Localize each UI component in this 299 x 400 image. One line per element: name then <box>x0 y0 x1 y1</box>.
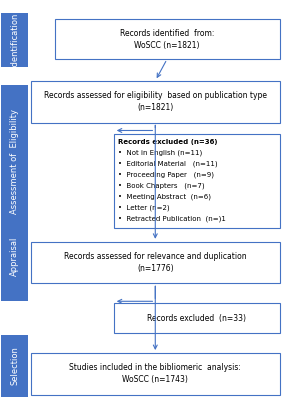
FancyBboxPatch shape <box>1 335 28 397</box>
Text: Records assessed for eligibility  based on publication type
(n=1821): Records assessed for eligibility based o… <box>44 91 267 112</box>
Text: •  Retracted Publication  (n=)1: • Retracted Publication (n=)1 <box>118 216 226 222</box>
Text: Assessment of  Eligibility: Assessment of Eligibility <box>10 109 19 214</box>
FancyBboxPatch shape <box>114 303 280 333</box>
Text: Selection: Selection <box>10 346 19 385</box>
Text: Records excluded (n=36): Records excluded (n=36) <box>118 139 218 145</box>
Text: •  Not in English (n=11): • Not in English (n=11) <box>118 150 202 156</box>
FancyBboxPatch shape <box>31 353 280 395</box>
Text: •  Book Chapters   (n=7): • Book Chapters (n=7) <box>118 183 205 189</box>
Text: •  Proceeding Paper   (n=9): • Proceeding Paper (n=9) <box>118 172 214 178</box>
Text: •  Meeting Abstract  (n=6): • Meeting Abstract (n=6) <box>118 194 211 200</box>
FancyBboxPatch shape <box>55 19 280 59</box>
Text: •  Editorial Material   (n=11): • Editorial Material (n=11) <box>118 161 218 167</box>
FancyBboxPatch shape <box>1 85 28 238</box>
Text: Records excluded  (n=33): Records excluded (n=33) <box>147 314 246 323</box>
Text: Studies included in the bibliomeric  analysis:
WoSCC (n=1743): Studies included in the bibliomeric anal… <box>69 363 241 384</box>
FancyBboxPatch shape <box>31 81 280 122</box>
Text: •  Letter (n=2): • Letter (n=2) <box>118 205 170 211</box>
Text: Identification: Identification <box>10 12 19 68</box>
Text: Records identified  from:
WoSCC (n=1821): Records identified from: WoSCC (n=1821) <box>120 29 214 50</box>
FancyBboxPatch shape <box>1 212 28 301</box>
Text: Appraisal: Appraisal <box>10 237 19 276</box>
FancyBboxPatch shape <box>1 13 28 67</box>
Text: Records assessed for relevance and duplication
(n=1776): Records assessed for relevance and dupli… <box>64 252 247 273</box>
FancyBboxPatch shape <box>31 242 280 284</box>
FancyBboxPatch shape <box>114 134 280 228</box>
